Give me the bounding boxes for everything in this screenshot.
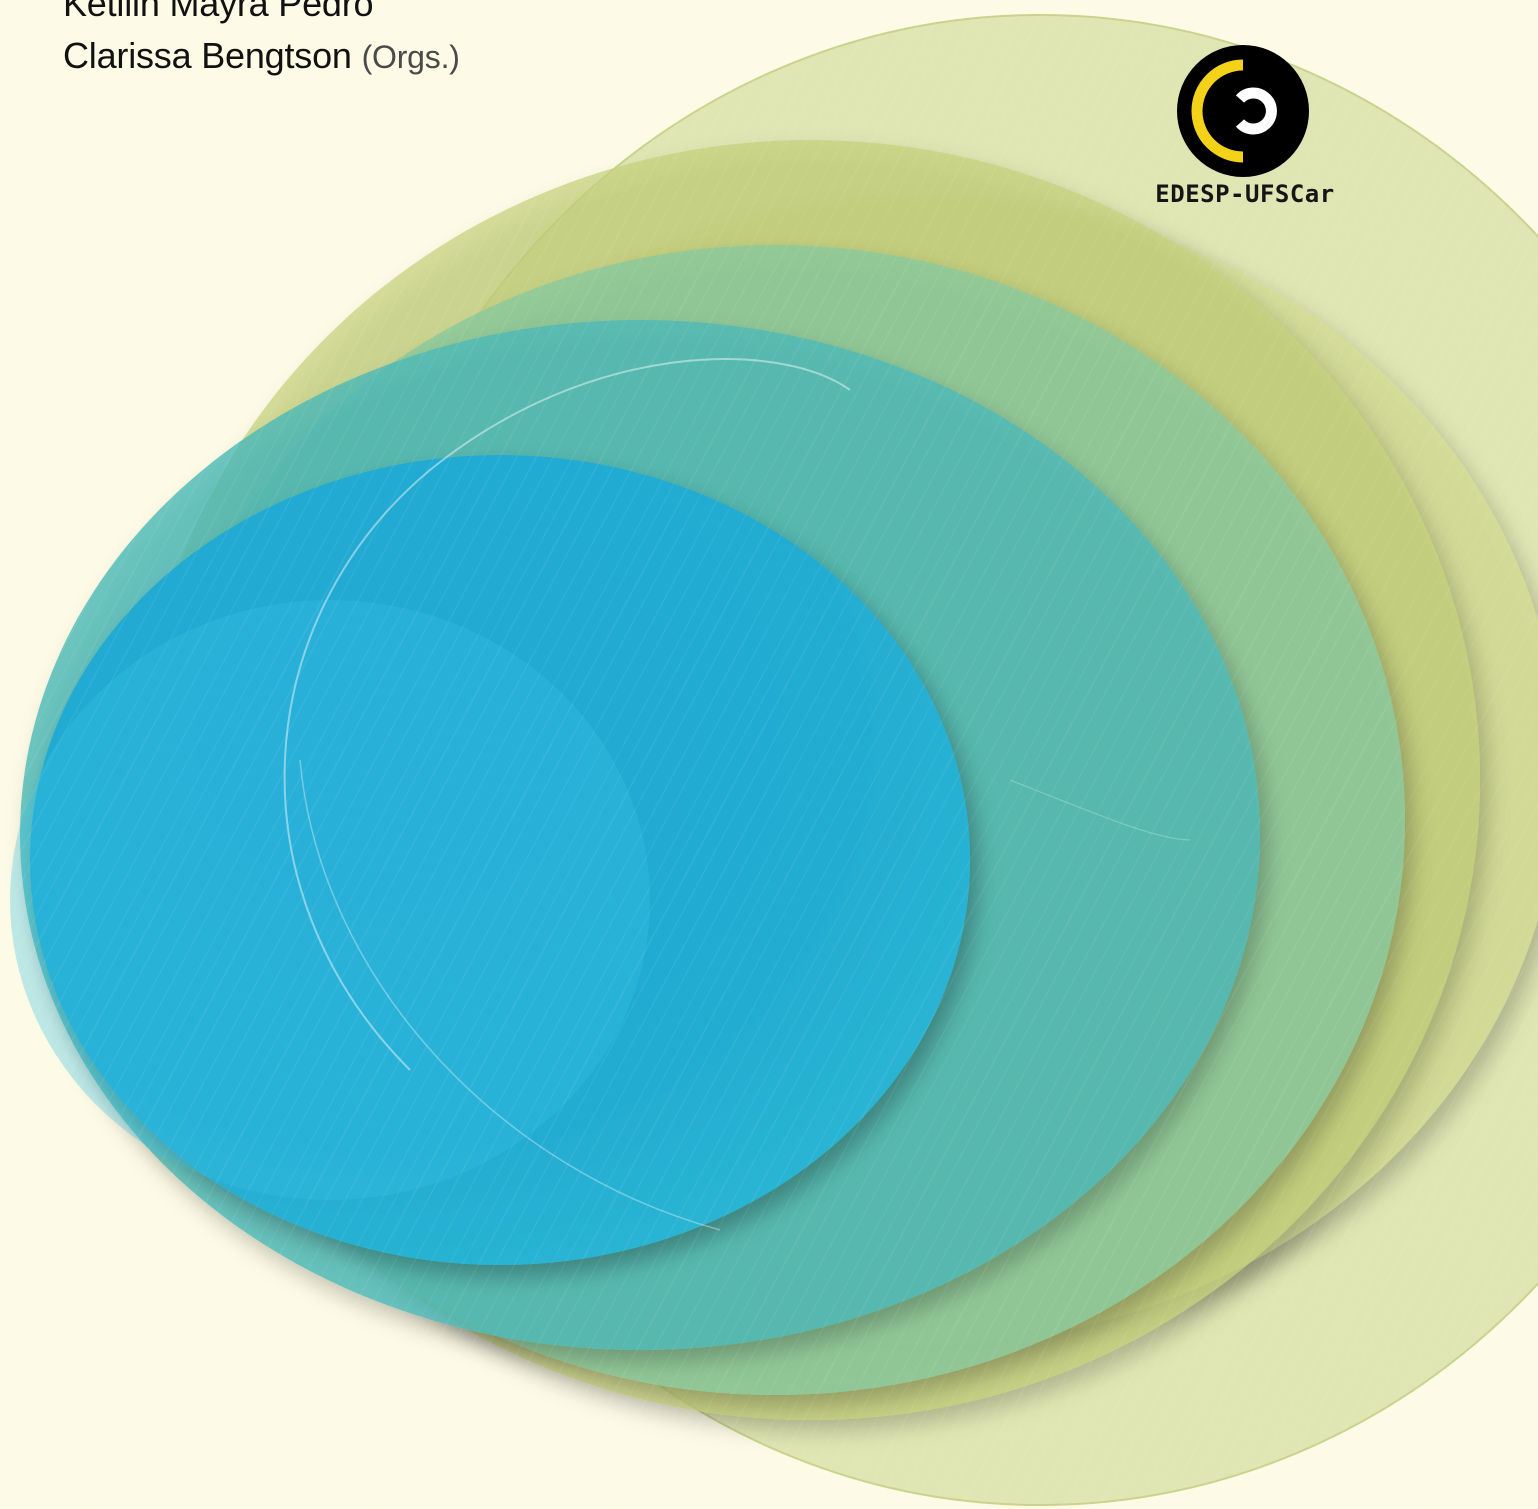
organizers-label: (Orgs.) (361, 39, 460, 75)
publisher-name: EDESP-UFSCar (1155, 180, 1335, 208)
edesp-ufscar-logo-icon (1177, 45, 1309, 177)
author-name: Ketilin Mayra Pedro (63, 0, 374, 24)
author-line-with-orgs: Clarissa Bengtson (Orgs.) (63, 30, 460, 83)
white-outline-curve (299, 759, 721, 1231)
author-name: Clarissa Bengtson (63, 35, 352, 76)
white-outline-curve (1009, 779, 1191, 841)
white-outline-curve (283, 358, 851, 1071)
authors-block: Ketilin Mayra Pedro Clarissa Bengtson (O… (63, 0, 460, 83)
publisher-logo: EDESP-UFSCar (1150, 40, 1340, 220)
